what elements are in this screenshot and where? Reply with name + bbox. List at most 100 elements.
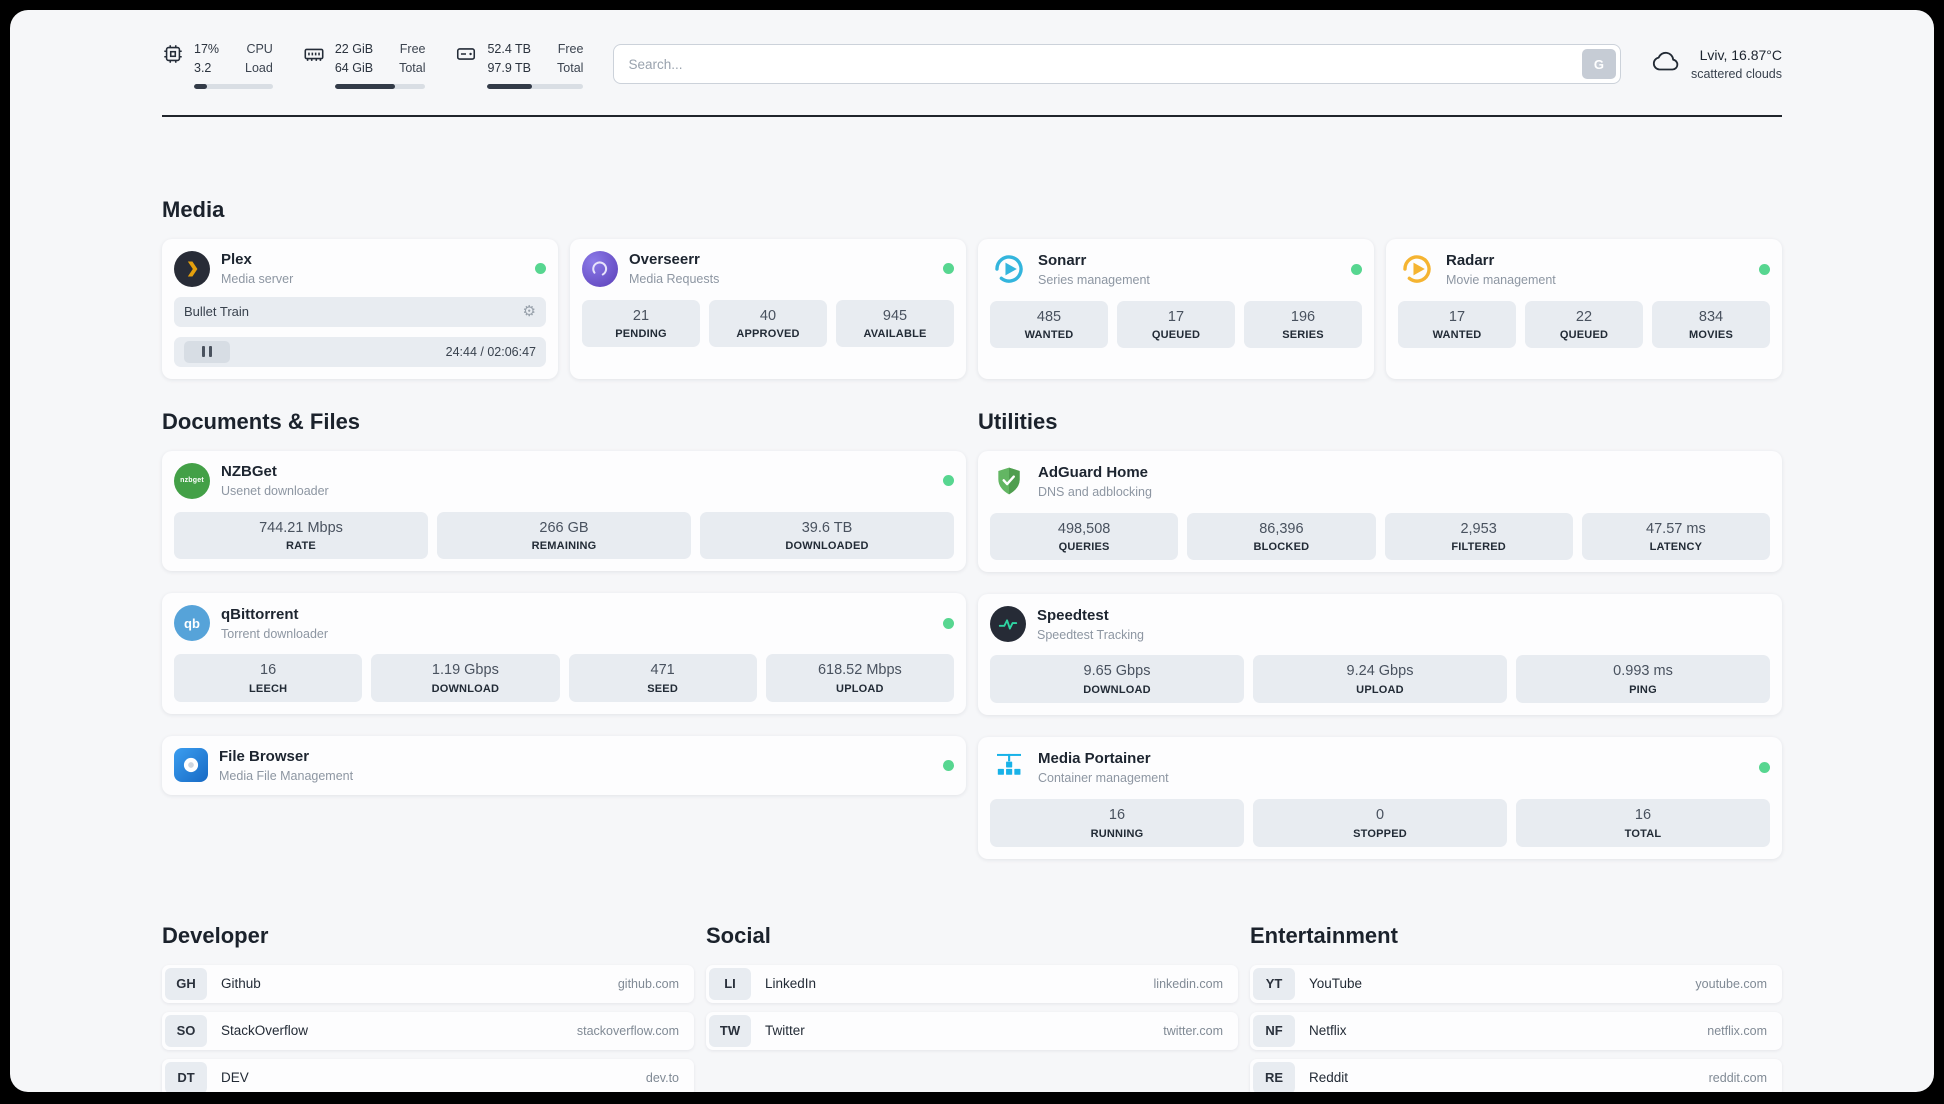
playback-time: 24:44 / 02:06:47 [445, 344, 536, 359]
app-subtitle: Series management [1038, 272, 1150, 287]
bookmark-row-github[interactable]: GH Github github.com [162, 964, 694, 1003]
stat-downloaded: 39.6 TB DOWNLOADED [700, 511, 954, 560]
disk-progress-fill [487, 83, 532, 89]
bookmark-row-reddit[interactable]: RE Reddit reddit.com [1250, 1058, 1782, 1092]
stat-pending: 21 PENDING [582, 299, 700, 348]
app-card-speedtest[interactable]: Speedtest Speedtest Tracking 9.65 Gbps D… [978, 594, 1782, 715]
bookmark-abbr: NF [1253, 1014, 1295, 1047]
disk-total-value: 97.9 TB [487, 60, 532, 75]
stat-upload: 618.52 Mbps UPLOAD [765, 654, 954, 702]
app-card-portainer[interactable]: Media Portainer Container management 16 … [978, 736, 1782, 859]
section-title-entertainment: Entertainment [1250, 922, 1398, 948]
bookmark-abbr: SO [165, 1014, 207, 1047]
app-subtitle: Torrent downloader [221, 626, 329, 641]
stat-queries: 498,508 QUERIES [990, 512, 1179, 561]
bookmark-abbr: GH [165, 967, 207, 1000]
ram-progress-fill [334, 83, 395, 89]
stat-upload: 9.24 Gbps UPLOAD [1253, 655, 1507, 703]
app-card-adguard[interactable]: AdGuard Home DNS and adblocking 498,508 … [978, 450, 1782, 573]
ram-widget: 22 GiB 64 GiB Free Total [303, 40, 426, 89]
stat-wanted: 485 WANTED [990, 300, 1108, 349]
stat-seed: 471 SEED [568, 654, 757, 702]
app-card-sonarr[interactable]: Sonarr Series management 485 WANTED 17 Q… [978, 238, 1374, 379]
dashboard-window: 17% 3.2 CPU Load [10, 10, 1934, 1092]
weather-widget: Lviv, 16.87°C scattered clouds [1651, 45, 1782, 83]
section-developer: Developer GH Github github.com SO StackO… [162, 923, 694, 1092]
section-title-documents: Documents & Files [162, 408, 361, 434]
now-playing-title: Bullet Train [184, 304, 250, 319]
app-card-filebrowser[interactable]: File Browser Media File Management [162, 735, 966, 795]
top-bar: 17% 3.2 CPU Load [162, 10, 1782, 89]
section-entertainment: Entertainment YT YouTube youtube.com NF … [1250, 923, 1782, 1092]
stat-queued: 22 QUEUED [1525, 300, 1643, 349]
disk-total-label: Total [557, 60, 584, 75]
stat-approved: 40 APPROVED [709, 299, 827, 348]
filebrowser-icon [174, 748, 208, 783]
search-input[interactable] [613, 44, 1621, 85]
cpu-progress-fill [194, 83, 208, 89]
app-card-nzbget[interactable]: nzbget NZBGet Usenet downloader 744.21 M… [162, 450, 966, 572]
bookmark-url: youtube.com [1695, 976, 1767, 991]
header-divider [162, 114, 1782, 117]
bookmark-name: Github [221, 976, 261, 992]
cpu-progress-bar [194, 83, 273, 89]
bookmark-row-netflix[interactable]: NF Netflix netflix.com [1250, 1011, 1782, 1050]
app-name: Media Portainer [1038, 749, 1151, 767]
bookmark-abbr: RE [1253, 1061, 1295, 1092]
bookmark-url: netflix.com [1707, 1023, 1767, 1038]
cpu-widget: 17% 3.2 CPU Load [162, 40, 273, 89]
section-utilities: Utilities AdGuard Home [978, 409, 1782, 859]
bookmark-row-dev[interactable]: DT DEV dev.to [162, 1058, 694, 1092]
bookmark-name: Netflix [1309, 1023, 1347, 1039]
gear-icon[interactable]: ⚙ [522, 303, 536, 320]
stat-download: 9.65 Gbps DOWNLOAD [990, 655, 1244, 703]
section-title-utilities: Utilities [978, 408, 1058, 434]
search-engine-button[interactable]: G [1581, 49, 1616, 80]
portainer-icon [990, 749, 1027, 786]
cpu-label: CPU [246, 42, 273, 56]
adguard-icon [990, 463, 1027, 500]
system-stats: 17% 3.2 CPU Load [162, 40, 584, 89]
stat-stopped: 0 STOPPED [1253, 798, 1507, 847]
stat-movies: 834 MOVIES [1652, 300, 1770, 349]
status-dot [943, 263, 954, 274]
radarr-icon [1398, 251, 1435, 288]
bookmark-row-stackoverflow[interactable]: SO StackOverflow stackoverflow.com [162, 1011, 694, 1050]
bookmark-url: stackoverflow.com [576, 1023, 679, 1038]
app-card-radarr[interactable]: Radarr Movie management 17 WANTED 22 QUE… [1386, 238, 1782, 379]
bookmark-name: YouTube [1309, 976, 1363, 992]
qbittorrent-icon: qb [174, 605, 210, 642]
pause-button[interactable] [184, 340, 230, 363]
section-title-media: Media [162, 196, 225, 222]
app-card-qbittorrent[interactable]: qb qBittorrent Torrent downloader 16 LEE… [162, 593, 966, 714]
app-name: qBittorrent [221, 605, 299, 623]
status-dot [1759, 263, 1770, 275]
weather-location: Lviv, 16.87°C [1699, 47, 1782, 64]
bookmark-abbr: LI [709, 967, 751, 1000]
app-subtitle: Media Requests [629, 272, 720, 286]
cpu-load-label: Load [245, 60, 273, 75]
ram-total-value: 64 GiB [334, 60, 374, 75]
app-card-plex[interactable]: Plex Media server Bullet Train ⚙ 24:44 /… [162, 238, 558, 379]
app-name: Overseerr [629, 251, 700, 268]
app-subtitle: Container management [1038, 770, 1169, 785]
bookmark-row-twitter[interactable]: TW Twitter twitter.com [706, 1011, 1238, 1050]
section-documents: Documents & Files nzbget NZBGet Usenet d… [162, 409, 966, 859]
bookmark-url: reddit.com [1708, 1070, 1767, 1085]
bookmark-abbr: DT [165, 1061, 207, 1092]
bookmark-name: Twitter [765, 1023, 805, 1039]
disk-free-label: Free [557, 42, 584, 56]
stat-filtered: 2,953 FILTERED [1384, 512, 1573, 561]
app-name: NZBGet [221, 463, 277, 480]
search: G [613, 44, 1621, 85]
section-title-developer: Developer [162, 922, 269, 948]
bookmark-row-youtube[interactable]: YT YouTube youtube.com [1250, 964, 1782, 1003]
app-card-overseerr[interactable]: Overseerr Media Requests 21 PENDING 40 A… [570, 238, 966, 379]
bookmark-name: Reddit [1309, 1070, 1349, 1086]
bookmark-row-linkedin[interactable]: LI LinkedIn linkedin.com [706, 964, 1238, 1003]
stat-rate: 744.21 Mbps RATE [174, 511, 428, 560]
stat-leech: 16 LEECH [174, 654, 363, 702]
nzbget-icon: nzbget [174, 462, 210, 499]
app-subtitle: Usenet downloader [221, 484, 329, 498]
disk-progress-bar [487, 83, 584, 89]
